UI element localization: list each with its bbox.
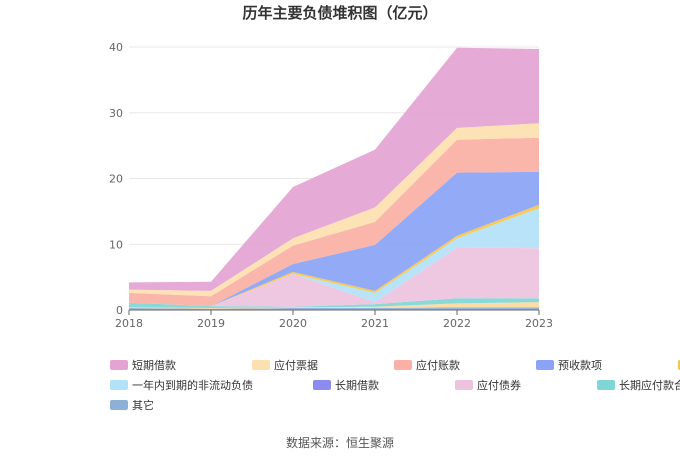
legend-item[interactable]: 一年内到期的非流动负债: [110, 378, 253, 392]
legend-swatch: [252, 360, 270, 370]
legend-item[interactable]: 长期借款: [313, 378, 379, 392]
legend-label: 应付票据: [274, 358, 318, 372]
legend-swatch: [110, 380, 128, 390]
legend-swatch: [394, 360, 412, 370]
y-tick-label: 0: [116, 304, 123, 317]
legend-item[interactable]: 其它: [110, 398, 154, 412]
legend-label: 其它: [132, 398, 154, 412]
legend-label: 长期借款: [335, 378, 379, 392]
area-长期递延收益: [129, 302, 539, 309]
area-其它: [129, 307, 539, 310]
legend-item[interactable]: 预收款项: [536, 358, 602, 372]
area-一年内到期的非流动负债: [129, 208, 539, 307]
legend-label: 应付债券: [477, 378, 521, 392]
legend-swatch: [110, 360, 128, 370]
legend-label: 预收款项: [558, 358, 602, 372]
x-tick-label: 2020: [279, 317, 307, 330]
chart-title: 历年主要负债堆积图（亿元）: [242, 4, 437, 22]
legend-label: 应付账款: [416, 358, 460, 372]
data-source: 数据来源：恒生聚源: [286, 435, 394, 450]
y-tick-label: 10: [109, 238, 123, 251]
y-tick-label: 20: [109, 173, 123, 186]
legend-item[interactable]: 应付票据: [252, 358, 318, 372]
x-tick-label: 2018: [115, 317, 143, 330]
legend-item[interactable]: 长期应付款合计: [597, 378, 680, 392]
x-tick-label: 2022: [443, 317, 471, 330]
legend-swatch: [313, 380, 331, 390]
legend-label: 长期应付款合计: [619, 378, 680, 392]
axes: 0 10 20 30 40 2018 2019 2020 2021 2022 2023: [109, 41, 553, 330]
area-长期应付款合计: [129, 298, 539, 308]
x-tick-label: 2019: [197, 317, 225, 330]
legend-label: 一年内到期的非流动负债: [132, 378, 253, 392]
x-tick-label: 2023: [525, 317, 553, 330]
area-series: [129, 47, 539, 310]
area-预收款项: [129, 171, 539, 307]
legend-item[interactable]: 应付债券: [455, 378, 521, 392]
legend-item[interactable]: 应付账款: [394, 358, 460, 372]
y-tick-label: 40: [109, 41, 123, 54]
area-短期借款: [129, 47, 539, 291]
legend-label: 短期借款: [132, 358, 176, 372]
legend[interactable]: 短期借款应付票据应付账款预收款项合同负债一年内到期的非流动负债长期借款应付债券长…: [110, 358, 680, 412]
legend-swatch: [110, 400, 128, 410]
legend-swatch: [536, 360, 554, 370]
area-应付账款: [129, 137, 539, 307]
legend-swatch: [455, 380, 473, 390]
legend-item[interactable]: 短期借款: [110, 358, 176, 372]
y-tick-label: 30: [109, 107, 123, 120]
x-tick-label: 2021: [361, 317, 389, 330]
legend-swatch: [597, 380, 615, 390]
area-应付债券: [129, 247, 539, 307]
